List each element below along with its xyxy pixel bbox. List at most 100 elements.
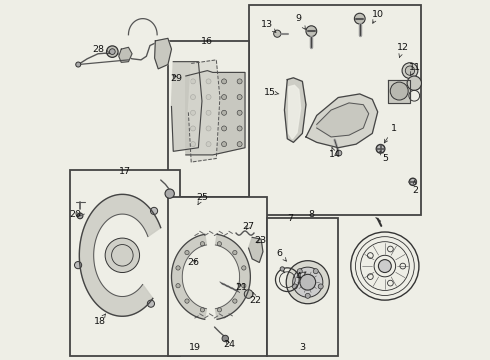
Circle shape xyxy=(233,299,237,303)
Circle shape xyxy=(191,110,196,115)
Circle shape xyxy=(237,141,242,147)
Polygon shape xyxy=(188,60,220,162)
Circle shape xyxy=(409,178,416,185)
Polygon shape xyxy=(389,80,410,103)
Circle shape xyxy=(217,308,221,312)
Circle shape xyxy=(407,76,421,90)
Circle shape xyxy=(185,299,189,303)
Text: 25: 25 xyxy=(196,193,208,204)
Polygon shape xyxy=(285,78,306,142)
Circle shape xyxy=(221,79,226,84)
Circle shape xyxy=(206,141,211,147)
Text: 21: 21 xyxy=(235,283,247,292)
Polygon shape xyxy=(216,234,250,319)
Circle shape xyxy=(237,95,242,100)
Text: 6: 6 xyxy=(277,249,286,261)
Circle shape xyxy=(221,126,226,131)
Circle shape xyxy=(405,66,415,75)
Polygon shape xyxy=(79,194,161,316)
Text: 3: 3 xyxy=(299,343,305,352)
Text: 23: 23 xyxy=(254,237,267,246)
Circle shape xyxy=(376,144,385,153)
Polygon shape xyxy=(119,47,132,62)
Text: 5: 5 xyxy=(380,151,388,163)
Circle shape xyxy=(237,126,242,131)
Bar xyxy=(249,5,421,215)
Text: 9: 9 xyxy=(295,14,305,30)
Circle shape xyxy=(107,46,118,57)
Circle shape xyxy=(76,62,81,67)
Circle shape xyxy=(74,261,82,269)
Circle shape xyxy=(200,308,205,312)
Polygon shape xyxy=(155,39,172,69)
Text: 22: 22 xyxy=(250,293,262,305)
Circle shape xyxy=(280,267,285,271)
Circle shape xyxy=(147,300,154,307)
Circle shape xyxy=(378,260,392,273)
Text: 29: 29 xyxy=(170,75,182,84)
Text: 14: 14 xyxy=(329,148,341,159)
Polygon shape xyxy=(306,94,378,148)
Circle shape xyxy=(150,207,158,215)
Text: 27: 27 xyxy=(243,222,255,231)
Circle shape xyxy=(222,335,228,342)
Circle shape xyxy=(274,30,281,37)
Circle shape xyxy=(165,189,174,198)
Circle shape xyxy=(176,284,180,288)
Bar xyxy=(168,41,249,197)
Circle shape xyxy=(221,95,226,100)
Circle shape xyxy=(191,79,196,84)
Circle shape xyxy=(206,79,211,84)
Polygon shape xyxy=(186,71,245,155)
Polygon shape xyxy=(172,234,206,319)
Circle shape xyxy=(297,269,302,274)
Circle shape xyxy=(221,141,226,147)
Text: 10: 10 xyxy=(372,10,384,23)
Circle shape xyxy=(185,251,189,255)
Circle shape xyxy=(109,49,115,54)
Circle shape xyxy=(237,110,242,115)
Circle shape xyxy=(105,238,140,273)
Circle shape xyxy=(221,110,226,115)
Text: 13: 13 xyxy=(261,19,276,32)
Circle shape xyxy=(200,242,205,246)
Circle shape xyxy=(206,95,211,100)
Circle shape xyxy=(191,95,196,100)
Polygon shape xyxy=(317,103,368,137)
Text: 7: 7 xyxy=(287,214,293,223)
Circle shape xyxy=(191,141,196,147)
Circle shape xyxy=(245,290,253,298)
Circle shape xyxy=(286,261,329,304)
Text: 8: 8 xyxy=(308,210,315,219)
Text: 15: 15 xyxy=(264,87,279,96)
Circle shape xyxy=(402,63,418,78)
Circle shape xyxy=(176,266,180,270)
Circle shape xyxy=(336,150,342,156)
Bar xyxy=(267,218,338,356)
Circle shape xyxy=(305,293,310,298)
Text: 20: 20 xyxy=(70,210,82,219)
Circle shape xyxy=(293,267,323,297)
Polygon shape xyxy=(248,237,263,262)
Text: 1: 1 xyxy=(384,123,397,143)
Circle shape xyxy=(77,213,83,219)
Bar xyxy=(70,170,180,356)
Circle shape xyxy=(242,266,246,270)
Circle shape xyxy=(390,82,408,100)
Circle shape xyxy=(233,251,237,255)
Text: 28: 28 xyxy=(93,45,110,54)
Circle shape xyxy=(206,126,211,131)
Circle shape xyxy=(217,242,221,246)
Polygon shape xyxy=(289,85,300,139)
Circle shape xyxy=(354,13,365,24)
Bar xyxy=(168,197,267,356)
Text: 11: 11 xyxy=(409,63,421,75)
Circle shape xyxy=(237,79,242,84)
Circle shape xyxy=(206,110,211,115)
Text: 19: 19 xyxy=(189,343,201,352)
Circle shape xyxy=(306,26,317,37)
Circle shape xyxy=(318,284,323,289)
Circle shape xyxy=(242,284,246,288)
Circle shape xyxy=(313,269,318,274)
Circle shape xyxy=(300,274,316,290)
